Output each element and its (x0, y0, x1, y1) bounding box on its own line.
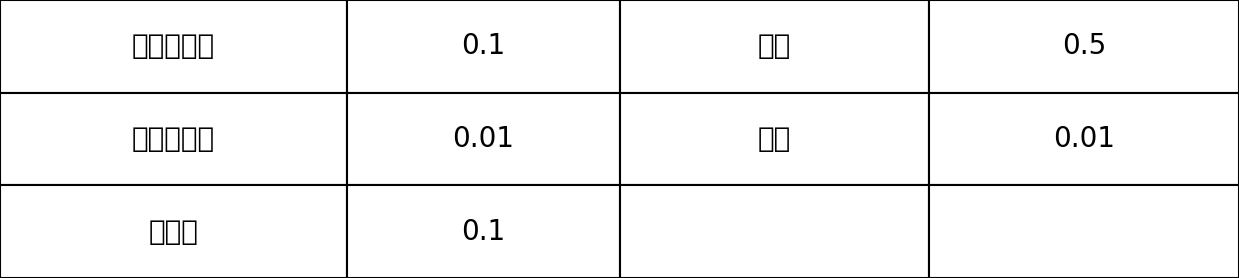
Bar (620, 185, 929, 278)
Text: 0.1: 0.1 (461, 32, 506, 60)
Text: 0.5: 0.5 (1062, 32, 1106, 60)
Text: 甲基丙烯酸: 甲基丙烯酸 (131, 32, 216, 60)
Bar (347, 185, 620, 278)
Bar (929, 93, 1239, 185)
Text: 丁辛醇: 丁辛醇 (149, 218, 198, 246)
Bar (0, 0, 347, 93)
Text: 0.1: 0.1 (461, 218, 506, 246)
Text: 0.01: 0.01 (1053, 125, 1115, 153)
Text: 甲醛: 甲醛 (758, 125, 790, 153)
Bar (620, 0, 929, 93)
Bar (0, 93, 347, 185)
Bar (347, 93, 620, 185)
Bar (929, 0, 1239, 93)
Text: 甲醇: 甲醇 (758, 32, 790, 60)
Bar (0, 185, 347, 278)
Bar (929, 185, 1239, 278)
Bar (620, 93, 929, 185)
Text: 甲基丙烯醛: 甲基丙烯醛 (131, 125, 216, 153)
Text: 0.01: 0.01 (452, 125, 514, 153)
Bar (347, 0, 620, 93)
